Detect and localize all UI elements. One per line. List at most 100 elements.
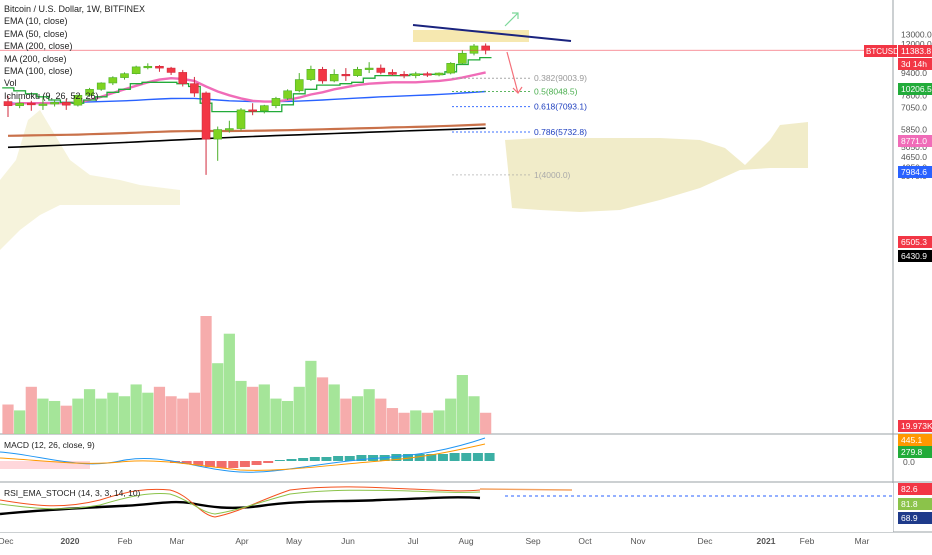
- price-tick-label: 7050.0: [901, 102, 927, 112]
- candle[interactable]: [399, 74, 409, 77]
- candle[interactable]: [38, 103, 48, 106]
- ema200-line: [7, 123, 486, 137]
- ema100-line: [8, 90, 486, 104]
- candle[interactable]: [469, 45, 479, 54]
- price-badge: [898, 45, 932, 57]
- candle[interactable]: [411, 73, 421, 76]
- candle[interactable]: [178, 72, 188, 84]
- candle[interactable]: [236, 109, 246, 129]
- candle[interactable]: [108, 77, 118, 84]
- candle[interactable]: [353, 69, 362, 76]
- candle[interactable]: [120, 73, 129, 78]
- candle[interactable]: [271, 98, 281, 106]
- macd-histogram-bar: [437, 454, 448, 461]
- arrow-down-icon: [506, 51, 523, 94]
- candle[interactable]: [294, 79, 304, 92]
- candle[interactable]: [201, 92, 211, 140]
- candle[interactable]: [481, 45, 490, 51]
- candle[interactable]: [3, 101, 13, 106]
- time-tick-label: Mar: [855, 536, 870, 546]
- candle[interactable]: [329, 74, 339, 82]
- volume-bar: [421, 412, 433, 434]
- candle[interactable]: [364, 67, 374, 70]
- ma200-line: [7, 127, 486, 149]
- price-badge: [898, 166, 932, 178]
- legend-item-ema10: EMA (10, close): [4, 16, 68, 27]
- macd-histogram-bar: [484, 453, 495, 461]
- rsi-pane-bg: [0, 483, 893, 532]
- candle[interactable]: [85, 89, 94, 96]
- chart-title: Bitcoin / U.S. Dollar, 1W, BITFINEX: [4, 4, 146, 14]
- volume-bar: [142, 392, 154, 434]
- candle[interactable]: [61, 102, 71, 106]
- macd-value-badge: [898, 446, 932, 458]
- candle[interactable]: [318, 69, 327, 82]
- price-badge: [898, 420, 932, 432]
- ichimoku-conversion-line: [2, 56, 492, 113]
- fib-level-label: 0.618(7093.1): [534, 102, 587, 112]
- macd-histogram-bar: [286, 459, 297, 461]
- candle[interactable]: [341, 74, 351, 77]
- candle[interactable]: [225, 128, 234, 131]
- candle[interactable]: [15, 102, 24, 106]
- candle[interactable]: [96, 82, 106, 90]
- price-badge-value: 3d 14h: [901, 59, 927, 69]
- stoch-d-line: [0, 489, 481, 515]
- candle[interactable]: [155, 65, 164, 69]
- macd-histogram-bar: [368, 455, 379, 461]
- volume-bar: [258, 384, 270, 434]
- volume-bar: [118, 396, 131, 434]
- rsi-value-badge: [898, 483, 932, 495]
- rsi-stoch-label: RSI_EMA_STOCH (14, 3, 3, 14, 10): [4, 488, 141, 498]
- price-badge-value: 7984.6: [901, 167, 927, 177]
- candle[interactable]: [213, 129, 222, 140]
- macd-histogram-bar: [403, 454, 413, 461]
- candle[interactable]: [166, 67, 176, 73]
- macd-histogram-bar: [251, 461, 262, 465]
- volume-bar: [270, 398, 282, 434]
- volume-bar: [72, 398, 84, 434]
- volume-bar: [410, 410, 422, 434]
- price-badge: [898, 135, 932, 147]
- macd-histogram-bar: [193, 461, 204, 465]
- candle[interactable]: [388, 72, 397, 75]
- candle[interactable]: [26, 102, 36, 106]
- candle[interactable]: [283, 90, 292, 99]
- price-tick-label: 4650.0: [901, 152, 927, 162]
- price-badge-value: 6430.9: [901, 251, 927, 261]
- macd-histogram-bar: [309, 457, 320, 461]
- candle[interactable]: [248, 109, 257, 112]
- volume-bar: [351, 396, 364, 434]
- price-badge-value: 8771.0: [901, 136, 927, 146]
- macd-histogram-bar: [461, 453, 472, 461]
- volume-bar: [95, 398, 107, 434]
- volume-bar: [235, 380, 247, 434]
- volume-bar: [445, 398, 457, 434]
- candle[interactable]: [50, 102, 59, 105]
- candle[interactable]: [131, 66, 141, 74]
- macd-value-badge: [898, 434, 932, 446]
- candle[interactable]: [306, 69, 316, 80]
- candle[interactable]: [190, 83, 199, 94]
- candle[interactable]: [458, 52, 467, 64]
- volume-bar: [107, 392, 119, 434]
- candle[interactable]: [434, 72, 444, 76]
- volume-bar: [375, 398, 387, 434]
- candle[interactable]: [423, 73, 432, 76]
- price-badge: [898, 58, 932, 70]
- candle[interactable]: [446, 63, 456, 74]
- candle[interactable]: [376, 67, 386, 73]
- candle[interactable]: [143, 65, 153, 69]
- macd-histogram-bar: [216, 461, 227, 468]
- macd-histogram-area: [0, 461, 90, 469]
- price-tick-label: 13000.0: [901, 29, 932, 39]
- time-tick-label: 2020: [61, 536, 80, 546]
- macd-histogram-bar: [344, 456, 355, 461]
- descending-trendline[interactable]: [412, 24, 572, 42]
- volume-bar: [188, 392, 200, 434]
- candle[interactable]: [73, 94, 83, 106]
- candle[interactable]: [259, 105, 269, 112]
- volume-bar: [177, 398, 189, 434]
- volume-bar: [200, 316, 212, 434]
